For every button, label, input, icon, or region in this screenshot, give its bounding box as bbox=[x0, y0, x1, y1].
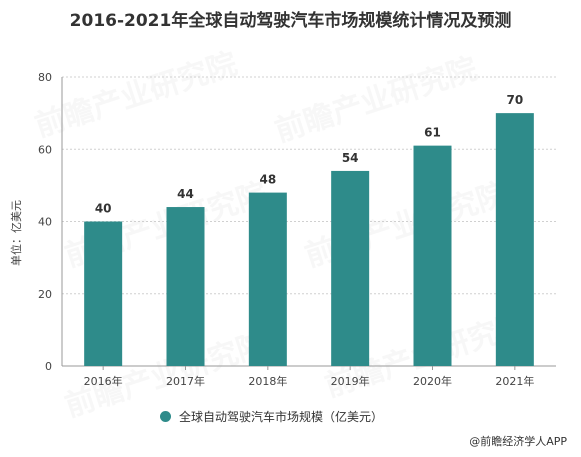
data-label: 61 bbox=[424, 126, 441, 140]
bar bbox=[495, 113, 534, 366]
x-tick-label: 2017年 bbox=[166, 374, 205, 388]
x-tick-label: 2019年 bbox=[331, 374, 370, 388]
y-tick-label: 80 bbox=[38, 71, 52, 84]
chart-title: 2016-2021年全球自动驾驶汽车市场规模统计情况及预测 bbox=[69, 11, 512, 31]
data-label: 40 bbox=[95, 202, 112, 216]
data-label: 70 bbox=[506, 93, 523, 107]
y-tick-label: 60 bbox=[38, 143, 52, 156]
y-axis-label: 单位：亿美元 bbox=[10, 200, 23, 266]
y-tick-label: 20 bbox=[38, 288, 52, 301]
x-tick-label: 2020年 bbox=[413, 374, 452, 388]
bar bbox=[84, 221, 123, 366]
x-tick-label: 2016年 bbox=[84, 374, 123, 388]
y-tick-label: 0 bbox=[45, 360, 52, 373]
x-tick-label: 2018年 bbox=[248, 374, 287, 388]
bar bbox=[413, 145, 452, 366]
x-tick-label: 2021年 bbox=[495, 374, 534, 388]
data-label: 54 bbox=[342, 151, 359, 165]
data-label: 44 bbox=[177, 187, 194, 201]
legend-swatch bbox=[160, 411, 171, 422]
bar bbox=[166, 207, 205, 366]
source-credit: @前瞻经济学人APP bbox=[469, 435, 567, 448]
y-tick-label: 40 bbox=[38, 216, 52, 229]
legend: 全球自动驾驶汽车市场规模（亿美元） bbox=[160, 408, 383, 425]
bar bbox=[248, 192, 287, 366]
legend-label: 全球自动驾驶汽车市场规模（亿美元） bbox=[179, 410, 384, 424]
data-label: 48 bbox=[259, 173, 276, 187]
bar bbox=[331, 170, 370, 366]
